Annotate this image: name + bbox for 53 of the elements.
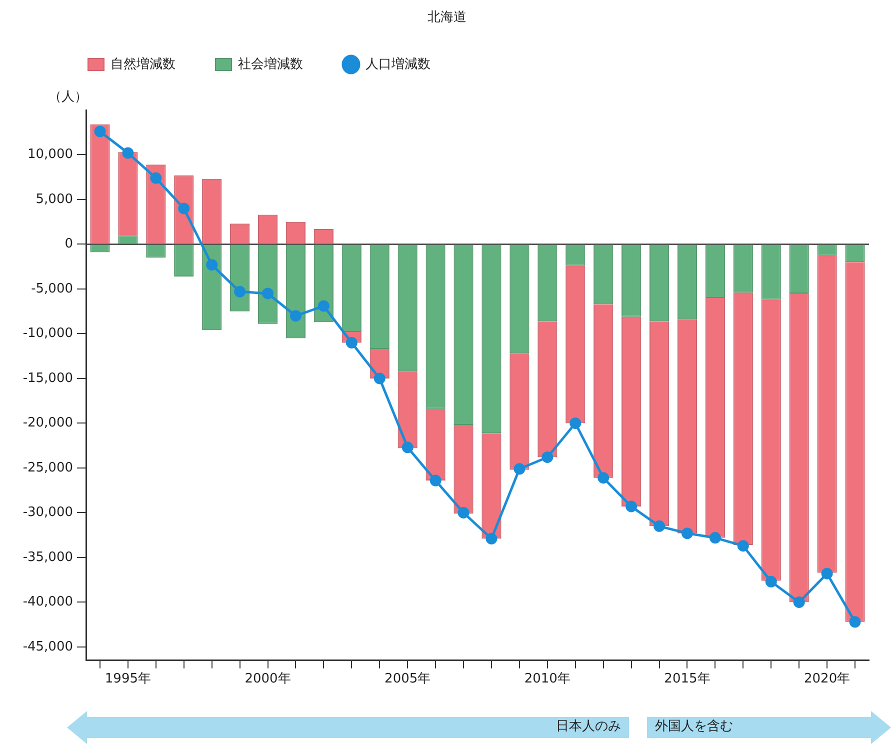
x-tick-label: 2005年 — [384, 672, 431, 687]
y-axis-title: （人） — [48, 89, 88, 104]
point — [626, 500, 638, 512]
point — [765, 576, 777, 588]
point — [318, 300, 330, 312]
point — [514, 463, 526, 475]
y-tick-label: 10,000 — [28, 147, 73, 162]
point — [681, 528, 693, 540]
y-tick-label: -20,000 — [22, 416, 73, 431]
point — [458, 506, 470, 518]
x-tick-label: 2020年 — [804, 672, 850, 687]
point — [486, 532, 498, 544]
point — [150, 172, 162, 184]
y-tick-label: -35,000 — [22, 550, 73, 565]
y-tick-label: -5,000 — [31, 281, 73, 296]
point — [94, 126, 106, 138]
x-tick-label: 2015年 — [664, 672, 710, 687]
point — [793, 596, 805, 608]
x-tick-label: 1995年 — [104, 672, 151, 687]
legend-label: 人口増減数 — [366, 56, 430, 72]
point — [178, 202, 190, 214]
point — [346, 336, 358, 348]
y-tick-label: -10,000 — [22, 326, 73, 342]
point — [709, 532, 721, 544]
point — [234, 286, 246, 298]
point — [374, 372, 386, 384]
legend-label: 自然増減数 — [110, 56, 176, 72]
chart-title: 北海道 — [428, 9, 466, 27]
point — [262, 288, 274, 300]
point — [570, 417, 582, 429]
point — [598, 472, 610, 484]
y-tick-label: -30,000 — [22, 505, 73, 520]
legend-label: 社会増減数 — [238, 56, 303, 72]
y-tick-label: -15,000 — [22, 370, 73, 386]
point — [122, 147, 134, 159]
point — [849, 616, 861, 628]
point — [542, 451, 554, 463]
y-tick-label: -25,000 — [22, 460, 73, 476]
point — [654, 520, 666, 532]
point — [402, 442, 414, 454]
y-tick-label: -40,000 — [22, 594, 73, 610]
x-tick-label: 2010年 — [524, 672, 570, 687]
x-tick-label: 2000年 — [244, 672, 291, 687]
point — [821, 568, 833, 580]
text: 外国人を含む — [655, 718, 733, 736]
point — [290, 310, 302, 322]
y-tick-label: -45,000 — [22, 639, 73, 654]
point — [430, 474, 442, 486]
text: 日本人のみ — [556, 718, 621, 736]
point — [737, 540, 749, 552]
y-tick-label: 0 — [64, 236, 73, 252]
point — [206, 259, 218, 271]
y-tick-label: 5,000 — [36, 192, 73, 207]
